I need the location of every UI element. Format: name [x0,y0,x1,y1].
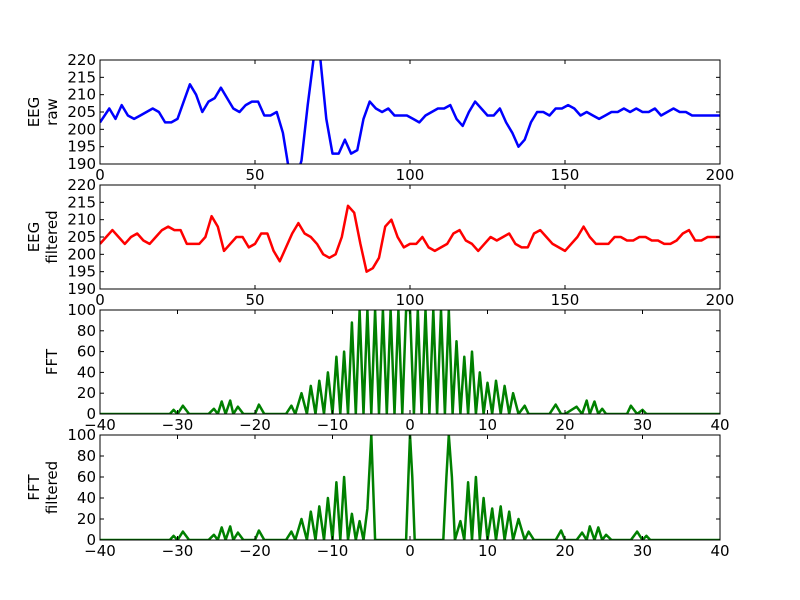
x-tick-label: 50 [245,166,264,184]
x-tick-label: 50 [245,291,264,309]
y-tick-label: 205 [67,103,96,121]
y-tick-label: 220 [67,51,96,69]
y-axis-label: filtered [43,210,61,263]
series-line-1 [100,60,720,164]
y-tick-label: 0 [86,531,96,549]
y-axis-label: FFT [25,474,43,501]
y-tick-label: 80 [77,322,96,340]
x-tick-label: −10 [317,542,349,560]
y-axis-label: raw [43,98,61,126]
x-tick-label: −30 [162,542,194,560]
x-tick-label: 150 [551,166,580,184]
x-tick-label: −30 [162,416,194,434]
x-tick-label: 0 [405,542,415,560]
y-tick-label: 190 [67,155,96,173]
y-tick-label: 200 [67,120,96,138]
x-tick-label: 100 [396,166,425,184]
y-tick-label: 100 [67,426,96,444]
x-tick-label: 10 [478,416,497,434]
y-tick-label: 220 [67,176,96,194]
y-tick-label: 210 [67,86,96,104]
x-tick-label: 10 [478,542,497,560]
x-tick-label: 40 [710,416,729,434]
y-tick-label: 20 [77,384,96,402]
y-tick-label: 195 [67,263,96,281]
x-tick-label: −20 [239,542,271,560]
x-tick-label: 0 [405,416,415,434]
x-tick-label: 20 [555,542,574,560]
x-tick-label: 200 [706,291,735,309]
y-tick-label: 60 [77,468,96,486]
y-tick-label: 20 [77,510,96,528]
y-tick-label: 80 [77,447,96,465]
y-axis-label: FFT [43,348,61,375]
y-tick-label: 210 [67,211,96,229]
y-tick-label: 195 [67,138,96,156]
series-line-1 [100,435,720,540]
y-tick-label: 200 [67,245,96,263]
x-tick-label: 0 [95,291,105,309]
y-tick-label: 40 [77,363,96,381]
x-tick-label: 30 [633,416,652,434]
y-tick-label: 205 [67,228,96,246]
x-tick-label: −10 [317,416,349,434]
y-axis-label: filtered [43,461,61,514]
x-tick-label: 0 [95,166,105,184]
x-tick-label: −40 [84,542,116,560]
y-tick-label: 190 [67,280,96,298]
x-tick-label: 30 [633,542,652,560]
subplot-3: −40 −30 −20 −10 0 10 20 30 40 0 20 40 60 80 100 FFT [43,301,730,434]
x-tick-label: −20 [239,416,271,434]
y-tick-label: 0 [86,405,96,423]
series-line-1 [100,204,720,273]
x-tick-label: −40 [84,416,116,434]
x-tick-label: 200 [706,166,735,184]
y-tick-label: 215 [67,68,96,86]
y-tick-label: 40 [77,489,96,507]
y-axis-label: EEG [25,97,43,128]
axes-frame [99,184,721,290]
x-tick-label: 150 [551,291,580,309]
x-tick-label: 100 [396,291,425,309]
x-tick-label: 20 [555,416,574,434]
series-line-1 [100,310,720,414]
axes-frame [99,59,721,165]
x-tick-label: 40 [710,542,729,560]
y-tick-label: 100 [67,301,96,319]
y-tick-label: 60 [77,343,96,361]
y-axis-label: EEG [25,222,43,253]
subplot-4: −40 −30 −20 −10 0 10 20 30 40 0 20 40 60 80 100 FFT filt… [25,426,730,560]
y-tick-label: 215 [67,193,96,211]
